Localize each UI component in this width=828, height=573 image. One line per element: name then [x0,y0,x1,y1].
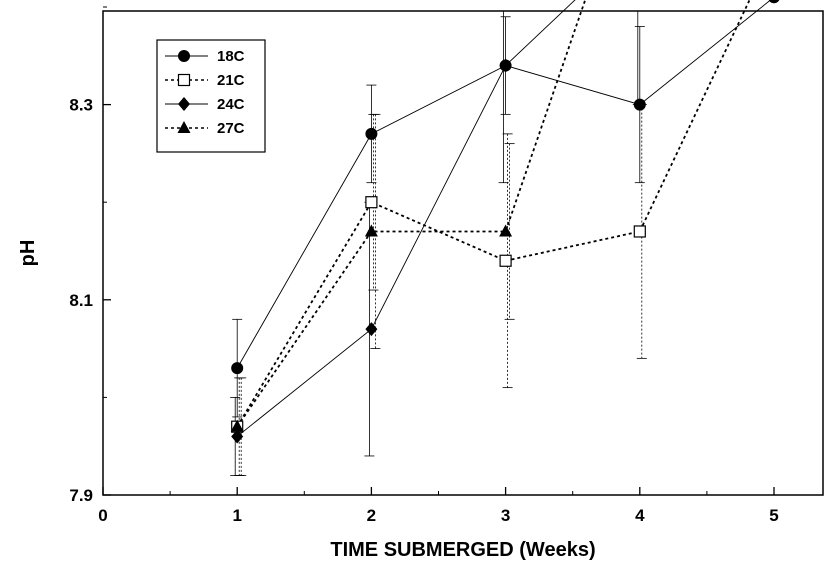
point-27C [499,224,513,237]
y-axis: 7.98.18.38.58.7 [69,6,111,505]
series-line-27C [236,0,587,428]
point-24C [231,429,244,444]
point-18C [633,98,646,111]
x-tick-label: 4 [635,506,645,525]
legend-label: 24C [217,96,245,113]
x-tick-label: 0 [98,506,107,525]
point-27C [364,224,378,237]
x-tick-label: 5 [769,506,778,525]
point-27C [230,419,244,432]
x-tick-label: 1 [232,506,241,525]
point-18C [231,362,244,375]
point-24C [499,58,512,73]
point-21C [633,225,646,238]
legend-box [156,39,266,153]
legend-label: 21C [217,72,245,89]
x-axis-title: TIME SUBMERGED (Weeks) [330,539,595,561]
legend-label: 27C [217,120,245,137]
y-tick-label: 8.1 [69,291,93,310]
legend-entries: 18C 21C 24C 27C [165,48,245,137]
point-18C [365,127,378,140]
y-tick-label: 8.3 [69,96,93,115]
point-21C [499,254,512,267]
legend-marker-21C [177,73,191,87]
x-tick-label: 2 [367,506,376,525]
x-axis: 0 1 2 3 4 5 [98,487,779,525]
error-bars [230,11,647,476]
legend-marker-27C [177,121,191,133]
y-axis-title: pH [17,240,39,267]
point-18C [768,0,780,4]
y-tick-label: 7.9 [69,486,93,505]
point-24C [365,322,378,337]
legend-label: 18C [217,48,245,65]
series-line-21C [236,0,751,428]
plot-frame [102,10,824,496]
axes-frame [102,10,824,496]
legend-marker-24C [178,97,190,111]
legend-marker-18C [178,50,190,62]
series-markers [230,0,780,444]
legend: 18C 21C 24C 27C [156,39,266,153]
point-21C [365,196,378,209]
x-tick-label: 3 [501,506,510,525]
